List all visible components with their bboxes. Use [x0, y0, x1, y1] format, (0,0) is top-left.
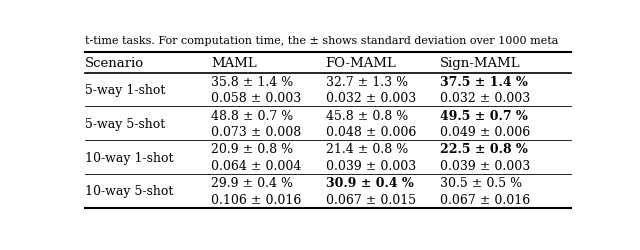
Text: 35.8 ± 1.4 %: 35.8 ± 1.4 % [211, 76, 294, 88]
Text: 48.8 ± 0.7 %: 48.8 ± 0.7 % [211, 109, 294, 122]
Text: 37.5 ± 1.4 %: 37.5 ± 1.4 % [440, 76, 527, 88]
Text: 22.5 ± 0.8 %: 22.5 ± 0.8 % [440, 143, 527, 156]
Text: 0.039 ± 0.003: 0.039 ± 0.003 [326, 159, 416, 172]
Text: 21.4 ± 0.8 %: 21.4 ± 0.8 % [326, 143, 408, 156]
Text: 5-way 1-shot: 5-way 1-shot [85, 84, 165, 97]
Text: 32.7 ± 1.3 %: 32.7 ± 1.3 % [326, 76, 408, 88]
Text: MAML: MAML [211, 57, 257, 70]
Text: 0.039 ± 0.003: 0.039 ± 0.003 [440, 159, 530, 172]
Text: 0.032 ± 0.003: 0.032 ± 0.003 [440, 92, 530, 105]
Text: 0.049 ± 0.006: 0.049 ± 0.006 [440, 126, 530, 138]
Text: 30.5 ± 0.5 %: 30.5 ± 0.5 % [440, 176, 522, 190]
Text: 10-way 5-shot: 10-way 5-shot [85, 185, 173, 198]
Text: 0.106 ± 0.016: 0.106 ± 0.016 [211, 193, 302, 206]
Text: 45.8 ± 0.8 %: 45.8 ± 0.8 % [326, 109, 408, 122]
Text: 0.064 ± 0.004: 0.064 ± 0.004 [211, 159, 302, 172]
Text: 20.9 ± 0.8 %: 20.9 ± 0.8 % [211, 143, 294, 156]
Text: 0.067 ± 0.015: 0.067 ± 0.015 [326, 193, 415, 206]
Text: 0.048 ± 0.006: 0.048 ± 0.006 [326, 126, 416, 138]
Text: 0.073 ± 0.008: 0.073 ± 0.008 [211, 126, 301, 138]
Text: 29.9 ± 0.4 %: 29.9 ± 0.4 % [211, 176, 293, 190]
Text: 10-way 1-shot: 10-way 1-shot [85, 151, 173, 164]
Text: FO-MAML: FO-MAML [326, 57, 396, 70]
Text: Scenario: Scenario [85, 57, 144, 70]
Text: t-time tasks. For computation time, the ± shows standard deviation over 1000 met: t-time tasks. For computation time, the … [85, 36, 558, 46]
Text: 0.058 ± 0.003: 0.058 ± 0.003 [211, 92, 301, 105]
Text: 0.032 ± 0.003: 0.032 ± 0.003 [326, 92, 416, 105]
Text: 5-way 5-shot: 5-way 5-shot [85, 117, 165, 130]
Text: 30.9 ± 0.4 %: 30.9 ± 0.4 % [326, 176, 413, 190]
Text: 49.5 ± 0.7 %: 49.5 ± 0.7 % [440, 109, 527, 122]
Text: Sign-MAML: Sign-MAML [440, 57, 520, 70]
Text: 0.067 ± 0.016: 0.067 ± 0.016 [440, 193, 530, 206]
